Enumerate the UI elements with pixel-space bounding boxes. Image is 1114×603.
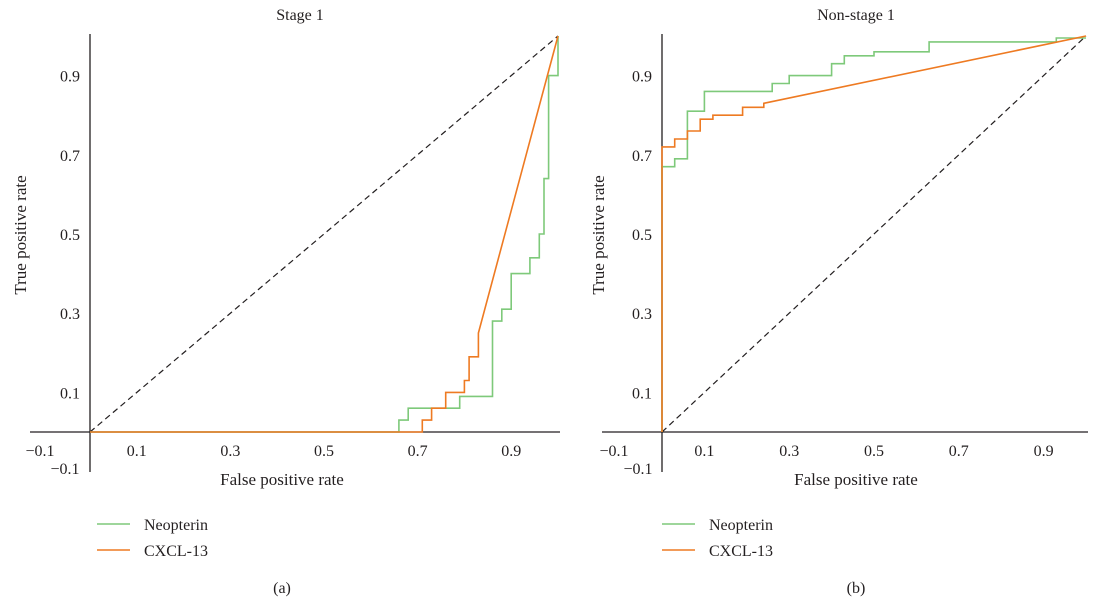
panel-b-legend-neopterin-label: Neopterin — [709, 517, 773, 534]
panel-b-x-tick-label: 0.1 — [694, 443, 714, 460]
panel-a-x-tick-label: 0.7 — [408, 443, 428, 460]
panel-b-x-tick-label: 0.5 — [864, 443, 884, 460]
panel-a-y-tick-label: 0.7 — [60, 148, 80, 165]
panel-a-y-tick-label: 0.9 — [60, 69, 80, 86]
panel-a-y-tick-label: 0.5 — [60, 227, 80, 244]
panel-b-x-tick-label: 0.7 — [949, 443, 969, 460]
panel-b-label: (b) — [847, 580, 866, 597]
panel-a-legend-neopterin-label: Neopterin — [144, 517, 208, 534]
panel-b-x-tick-label: 0.3 — [779, 443, 799, 460]
panel-b-y-tick-label: 0.9 — [632, 69, 652, 86]
panel-b-plot-area: 0.1 0.3 0.5 0.7 0.9 0.1 0.3 0.5 0.7 0.9 −0.1−0.1 — [599, 34, 1088, 478]
panel-a-x-axis-label: False positive rate — [220, 470, 344, 489]
panel-a-y-tick-label: 0.3 — [60, 306, 80, 323]
panel-a-cxcl13-line — [90, 35, 559, 433]
panel-a-label: (a) — [273, 580, 291, 597]
panel-a-plot-area: 0.1 0.3 0.5 0.7 0.9 0.1 0.3 0.5 0.7 0.9 −0.1−0.1 — [25, 34, 560, 478]
panel-a-x-tick-label: 0.1 — [127, 443, 147, 460]
panel-a-x-tick-label: 0.3 — [220, 443, 240, 460]
panel-a-legend-cxcl13-label: CXCL-13 — [144, 543, 208, 560]
panel-b-reference-diagonal — [661, 35, 1087, 433]
panel-a-x-tick-label: 0.5 — [314, 443, 334, 460]
panel-b-x-origin-label: −0.1 — [599, 443, 628, 460]
panel-b-cxcl13-line — [661, 35, 1087, 432]
panel-a-reference-diagonal — [89, 35, 559, 433]
panel-b-legend: Neopterin CXCL-13 — [662, 517, 773, 560]
panel-b-y-axis-label: True positive rate — [589, 175, 608, 294]
panel-b: Non-stage 1 0.1 0.3 0.5 0.7 0.90.10.30.50.70… — [589, 7, 1088, 597]
panel-a-x-tick-label: 0.9 — [501, 443, 521, 460]
panel-a-y-axis-label: True positive rate — [11, 175, 30, 294]
panel-b-y-tick-label: 0.5 — [632, 227, 652, 244]
panel-a-y-tick-label: 0.1 — [60, 385, 80, 402]
panel-a-x-origin-label: −0.1 — [25, 443, 54, 460]
panel-b-neopterin-line — [661, 37, 1086, 432]
panel-b-y-tick-label: 0.1 — [632, 385, 652, 402]
panel-b-y-tick-label: 0.7 — [632, 148, 652, 165]
panel-a-legend: Neopterin CXCL-13 — [97, 517, 208, 560]
panel-a-neopterin-line — [90, 36, 559, 433]
panel-b-y-tick-label: 0.3 — [632, 306, 652, 323]
panel-a: Stage 1 0.1 0.3 0.5 0.7 0.9 0.1 0.3 0.5 0.7 0.9 −0… — [11, 7, 560, 597]
panel-a-y-origin-label: −0.1 — [50, 461, 79, 478]
panel-b-title: Non-stage 1 — [817, 7, 895, 24]
panel-b-x-tick-label: 0.9 — [1034, 443, 1054, 460]
panel-b-legend-cxcl13-label: CXCL-13 — [709, 543, 773, 560]
panel-a-title: Stage 1 — [276, 7, 324, 24]
panel-b-y-origin-label: −0.1 — [623, 461, 652, 478]
panel-b-x-axis-label: False positive rate — [794, 470, 918, 489]
